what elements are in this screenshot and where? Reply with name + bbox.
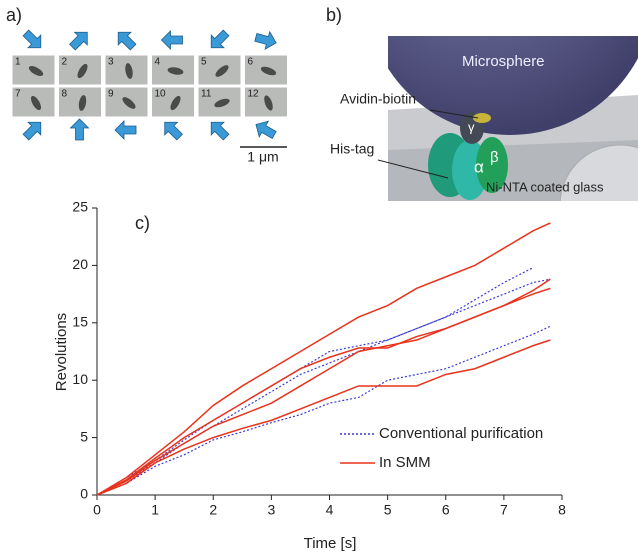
subunit-label: β — [490, 149, 499, 166]
arrow — [22, 121, 42, 141]
tile-number: 6 — [248, 57, 254, 68]
legend-label: Conventional purification — [379, 425, 543, 442]
arrow — [114, 120, 137, 140]
panel-label: a) — [6, 5, 22, 25]
tile-number: 7 — [15, 89, 21, 100]
scale-label: 1 μm — [247, 149, 278, 165]
particle — [77, 63, 88, 79]
line — [96, 267, 534, 496]
line — [96, 287, 551, 496]
x-axis-label: Time [s] — [304, 535, 357, 552]
particle — [78, 95, 87, 111]
tile-number: 4 — [155, 57, 161, 68]
arrow — [69, 118, 90, 141]
subunit-label: α — [474, 157, 484, 176]
pointer — [429, 109, 479, 119]
arrow — [117, 31, 137, 51]
x-tick-label: 5 — [384, 502, 392, 518]
particle — [30, 95, 42, 111]
x-tick-label: 0 — [93, 502, 101, 518]
particle — [28, 65, 44, 77]
arrow — [210, 121, 230, 141]
line — [96, 278, 551, 496]
particle — [264, 95, 273, 111]
particle — [215, 65, 229, 77]
particle — [167, 67, 184, 75]
x-tick-label: 4 — [326, 502, 334, 518]
microsphere-label: Microsphere — [462, 53, 545, 70]
y-tick-label: 15 — [72, 314, 88, 330]
tile-number: 1 — [15, 57, 21, 68]
line — [96, 278, 551, 496]
tile-number: 8 — [62, 89, 68, 100]
panel-label: b) — [326, 5, 342, 25]
x-tick-label: 7 — [500, 502, 508, 518]
particle — [260, 66, 277, 76]
tile-number: 2 — [62, 57, 68, 68]
y-axis-label: Revolutions — [53, 313, 70, 391]
arrow — [69, 31, 88, 51]
x-tick-label: 3 — [267, 502, 275, 518]
arrow — [160, 30, 183, 50]
y-tick-label: 0 — [80, 486, 88, 502]
annotation: Ni-NTA coated glass — [486, 179, 604, 194]
annotation: Avidin-biotin — [340, 91, 416, 107]
tile-number: 9 — [108, 89, 114, 100]
x-tick-label: 1 — [151, 502, 159, 518]
y-tick-label: 5 — [80, 428, 88, 444]
particle — [214, 98, 230, 108]
arrow — [164, 121, 183, 141]
legend-label: In SMM — [379, 454, 431, 471]
plot: 0 5 10 15 20 25 0 1 2 3 4 5 6 7 8 Conventional purifica… — [72, 199, 566, 518]
panel-a: 1 2 3 4 5 67 8 9 10 11 12 — [11, 29, 288, 141]
panel-b-image — [388, 36, 638, 201]
panel-label: c) — [135, 213, 150, 233]
x-tick-label: 8 — [558, 502, 566, 518]
tile-number: 12 — [248, 89, 260, 100]
tile-number: 3 — [108, 57, 114, 68]
y-tick-label: 20 — [72, 256, 88, 272]
annotation: His-tag — [330, 141, 374, 157]
pointer — [377, 159, 449, 179]
tile-number: 11 — [201, 89, 212, 100]
tile-number: 10 — [155, 89, 167, 100]
line — [96, 325, 551, 496]
y-tick-label: 10 — [72, 371, 88, 387]
arrow — [255, 120, 277, 140]
line — [96, 222, 551, 496]
tile — [244, 86, 288, 118]
y-tick-label: 25 — [72, 199, 88, 215]
line — [96, 339, 551, 496]
arrow — [254, 30, 277, 51]
arrow — [22, 29, 42, 49]
x-tick-label: 2 — [209, 502, 217, 518]
particle — [122, 97, 136, 109]
arrow — [210, 29, 230, 49]
tile-number: 5 — [201, 57, 207, 68]
particle — [125, 63, 133, 79]
particle — [170, 95, 181, 111]
subunit-label: γ — [468, 119, 475, 134]
x-tick-label: 6 — [442, 502, 450, 518]
